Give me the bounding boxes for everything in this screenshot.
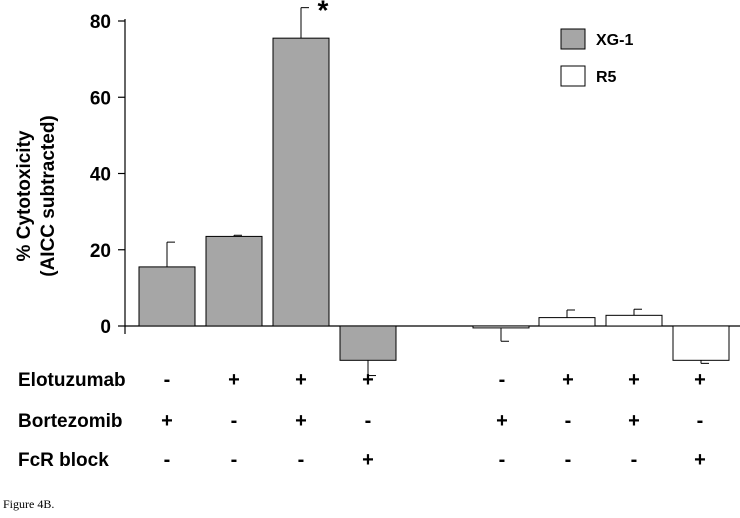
legend-label: R5: [596, 69, 617, 86]
plus-sign: +: [295, 369, 307, 391]
bars: *: [138, 0, 730, 377]
legend-label: XG-1: [596, 32, 633, 49]
y-axis-label-line1: % Cytotoxicity: [14, 130, 35, 261]
minus-sign: -: [164, 369, 171, 391]
y-axis-label-line2: (AICC subtracted): [38, 115, 59, 277]
plus-sign: +: [694, 449, 706, 471]
plus-sign: +: [295, 410, 307, 432]
y-axis-label: % Cytotoxicity (AICC subtracted): [14, 115, 59, 277]
condition-label: Elotuzumab: [18, 370, 126, 391]
minus-sign: -: [365, 410, 372, 432]
condition-label: Bortezomib: [18, 411, 123, 432]
plus-sign: +: [228, 369, 240, 391]
minus-sign: -: [231, 449, 238, 471]
legend: XG-1 R5: [560, 28, 633, 87]
y-tick-label: 40: [90, 165, 111, 186]
plus-sign: +: [562, 369, 574, 391]
bar: [205, 235, 263, 327]
bar: [138, 266, 196, 327]
bar: [672, 325, 730, 361]
minus-sign: -: [631, 449, 638, 471]
y-tick-label: 60: [90, 88, 111, 109]
bar: [472, 325, 530, 329]
minus-sign: -: [565, 410, 572, 432]
plus-sign: +: [362, 449, 374, 471]
minus-sign: -: [231, 410, 238, 432]
minus-sign: -: [499, 369, 506, 391]
y-tick-label: 0: [100, 317, 111, 338]
figure-caption: Figure 4B.: [3, 497, 55, 511]
y-tick-label: 20: [90, 241, 111, 262]
legend-swatch: [560, 65, 586, 87]
condition-label: FcR block: [18, 450, 109, 471]
minus-sign: -: [499, 449, 506, 471]
plus-sign: +: [362, 369, 374, 391]
legend-swatch: [560, 28, 586, 50]
bar: [272, 37, 330, 327]
bar: [605, 314, 663, 327]
minus-sign: -: [298, 449, 305, 471]
y-axis: 0 20 40 60 80 % Cytotoxicity (AICC subtracted): [14, 12, 740, 338]
plus-sign: +: [628, 410, 640, 432]
plus-sign: +: [628, 369, 640, 391]
bar: [538, 317, 596, 327]
plus-sign: +: [694, 369, 706, 391]
plus-sign: +: [496, 410, 508, 432]
plus-sign: +: [161, 410, 173, 432]
minus-sign: -: [565, 449, 572, 471]
significance-star: *: [318, 0, 329, 26]
condition-table: Elotuzumab - + + + - + + + Bortezomib + - + - + - + - FcR …: [18, 369, 706, 471]
y-tick-label: 80: [90, 12, 111, 33]
bar: [339, 325, 397, 361]
minus-sign: -: [697, 410, 704, 432]
minus-sign: -: [164, 449, 171, 471]
